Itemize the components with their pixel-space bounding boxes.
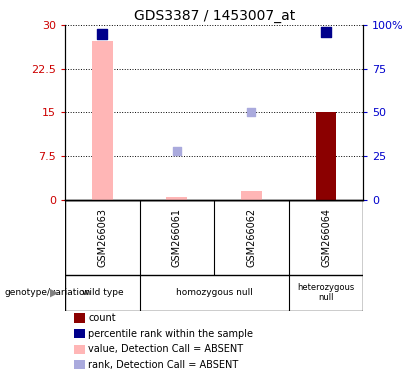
Point bbox=[323, 29, 329, 35]
Bar bbox=[241, 191, 262, 200]
Text: GSM266062: GSM266062 bbox=[247, 208, 257, 266]
Text: GSM266064: GSM266064 bbox=[321, 208, 331, 266]
Text: genotype/variation: genotype/variation bbox=[4, 288, 90, 297]
Bar bbox=[92, 41, 113, 200]
Text: GSM266063: GSM266063 bbox=[97, 208, 108, 266]
Text: rank, Detection Call = ABSENT: rank, Detection Call = ABSENT bbox=[88, 360, 239, 370]
Bar bbox=[166, 197, 187, 200]
Bar bbox=[315, 112, 336, 200]
Text: value, Detection Call = ABSENT: value, Detection Call = ABSENT bbox=[88, 344, 243, 354]
Point bbox=[173, 148, 180, 154]
Text: homozygous null: homozygous null bbox=[176, 288, 253, 297]
Text: wild type: wild type bbox=[81, 288, 123, 297]
Text: count: count bbox=[88, 313, 116, 323]
Text: GSM266061: GSM266061 bbox=[172, 208, 182, 266]
Title: GDS3387 / 1453007_at: GDS3387 / 1453007_at bbox=[134, 8, 295, 23]
Point bbox=[248, 109, 255, 115]
Text: percentile rank within the sample: percentile rank within the sample bbox=[88, 329, 253, 339]
Point bbox=[99, 31, 106, 37]
Text: heterozygous
null: heterozygous null bbox=[297, 283, 354, 303]
Text: ▶: ▶ bbox=[50, 288, 59, 298]
